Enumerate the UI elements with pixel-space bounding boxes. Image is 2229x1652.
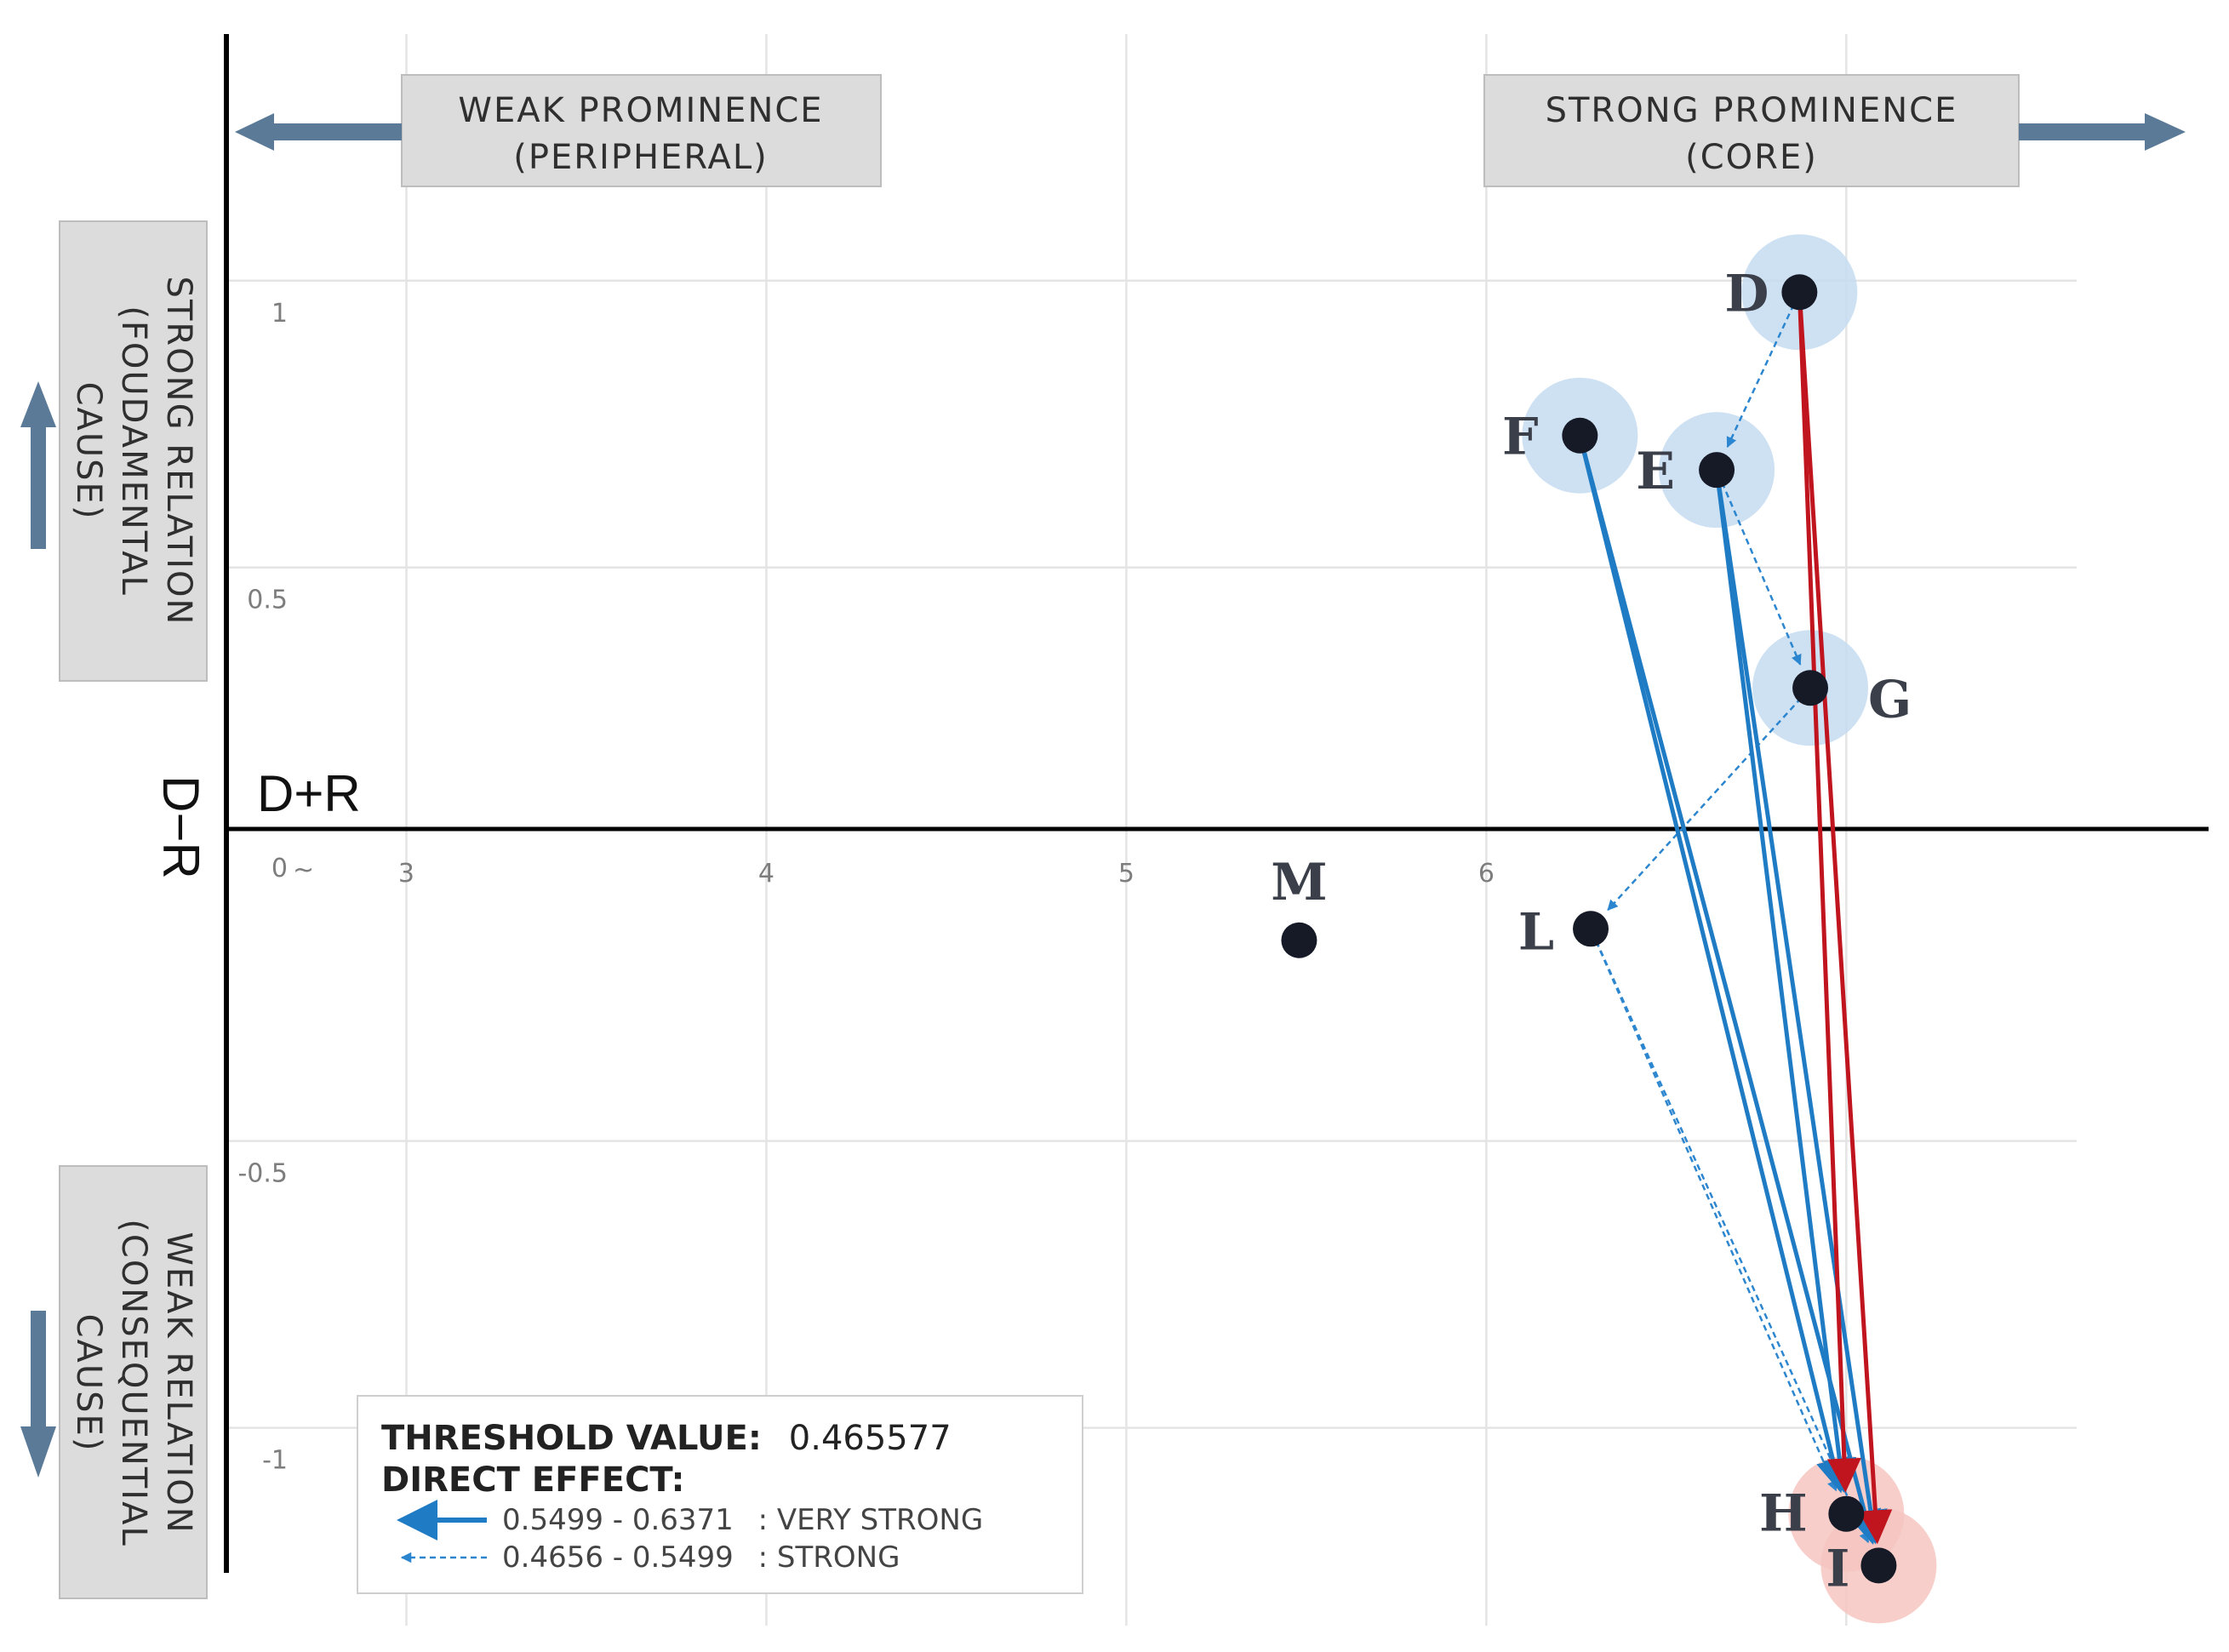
weak-prominence-label: WEAK PROMINENCE (PERIPHERAL): [235, 74, 882, 187]
point-g: [1792, 670, 1829, 706]
relation-d-i: [1797, 306, 1893, 1545]
legend-strong-range: 0.4656 - 0.5499: [502, 1541, 734, 1575]
point-m: [1281, 922, 1317, 958]
strong-relation-line1: STRONG RELATION: [159, 277, 198, 626]
strong-relation-label: STRONG RELATION (FOUDAMENTAL CAUSE): [20, 220, 208, 682]
weak-relation-line2: (CONSEQUENTIAL: [114, 1219, 153, 1546]
y-axis-label: D−R: [152, 775, 209, 879]
relation-f-h: [1580, 448, 1850, 1494]
point-label-l: L: [1518, 902, 1554, 962]
right-arrow-icon: [2019, 123, 2146, 140]
down-arrow-head-icon: [20, 1426, 56, 1478]
point-i: [1860, 1547, 1897, 1584]
relation-f-i: [1581, 448, 1882, 1546]
weak-relation-box: [59, 1165, 208, 1599]
points: D F E G M L HI: [1271, 264, 1912, 1598]
point-f: [1562, 417, 1598, 454]
strong-prominence-line1: STRONG PROMINENCE: [1546, 91, 1958, 130]
legend-item-very-strong: 0.5499 - 0.6371 : VERY STRONG: [502, 1503, 983, 1537]
y-tick-label: 0.5: [247, 586, 288, 615]
axis-break-mark: ~: [293, 855, 314, 885]
legend: THRESHOLD VALUE: 0.465577 DIRECT EFFECT:…: [357, 1395, 1083, 1594]
strong-relation-line2: (FOUDAMENTAL: [114, 306, 153, 597]
down-arrow-icon: [31, 1311, 46, 1428]
point-label-i: I: [1826, 1539, 1849, 1598]
weak-relation-line3: CAUSE): [69, 1314, 108, 1453]
x-axis-label: D+R: [257, 765, 361, 822]
tick-labels: 3 4 5 6 1 0.5 0 -0.5 -1 ~: [237, 299, 1494, 1476]
relation-d-e: [1726, 304, 1795, 449]
up-arrow-head-icon: [20, 381, 56, 427]
legend-item-strong: 0.4656 - 0.5499 : STRONG: [502, 1541, 900, 1575]
point-label-e: E: [1636, 442, 1675, 501]
relation-e-g: [1721, 482, 1802, 666]
x-tick-label: 3: [398, 859, 414, 889]
left-arrow-head-icon: [235, 113, 274, 151]
legend-box: [357, 1395, 1083, 1594]
point-e: [1699, 452, 1735, 489]
strong-prominence-line2: (CORE): [1685, 138, 1818, 177]
legend-threshold-label: THRESHOLD VALUE:: [381, 1419, 762, 1458]
point-h: [1828, 1495, 1865, 1532]
left-arrow-icon: [272, 123, 402, 140]
relation-l-h: [1595, 940, 1837, 1492]
strong-relation-box: [59, 220, 208, 682]
x-tick-label: 4: [758, 859, 774, 889]
legend-threshold: THRESHOLD VALUE: 0.465577: [381, 1419, 952, 1458]
y-tick-label: -0.5: [237, 1159, 288, 1189]
y-tick-label: 1: [271, 299, 288, 329]
legend-very-strong-range: 0.5499 - 0.6371: [502, 1503, 734, 1537]
y-tick-label: 0: [271, 854, 288, 883]
point-label-d: D: [1724, 264, 1769, 323]
x-tick-label: 5: [1118, 859, 1135, 889]
right-arrow-head-icon: [2145, 113, 2186, 151]
strong-relation-line3: CAUSE): [69, 382, 108, 521]
point-label-m: M: [1271, 853, 1327, 912]
point-l: [1573, 911, 1609, 947]
strong-prominence-box: [1483, 74, 2020, 187]
relation-e-i: [1716, 483, 1888, 1545]
legend-direct-effect: DIRECT EFFECT:: [381, 1461, 685, 1500]
weak-relation-line1: WEAK RELATION: [159, 1232, 198, 1534]
point-label-g: G: [1868, 670, 1912, 729]
legend-strong-label: : STRONG: [758, 1541, 900, 1575]
legend-very-strong-label: : VERY STRONG: [758, 1503, 984, 1537]
point-label-f: F: [1502, 408, 1539, 467]
x-tick-label: 6: [1478, 859, 1495, 889]
relation-l-i: [1595, 940, 1870, 1544]
relation-e-h: [1716, 483, 1857, 1493]
weak-relation-label: WEAK RELATION (CONSEQUENTIAL CAUSE): [20, 1165, 208, 1599]
point-d: [1781, 274, 1818, 311]
relation-d-h: [1797, 306, 1861, 1493]
weak-prominence-box: [401, 74, 882, 187]
legend-threshold-value: 0.465577: [789, 1419, 952, 1458]
weak-prominence-line1: WEAK PROMINENCE: [458, 91, 823, 130]
weak-prominence-line2: (PERIPHERAL): [513, 138, 769, 177]
y-tick-label: -1: [262, 1446, 288, 1476]
up-arrow-icon: [31, 426, 46, 549]
relation-g-l: [1607, 697, 1803, 912]
relations: [1580, 304, 1893, 1546]
strong-prominence-label: STRONG PROMINENCE (CORE): [1483, 74, 2186, 187]
point-label-h: H: [1759, 1484, 1808, 1544]
